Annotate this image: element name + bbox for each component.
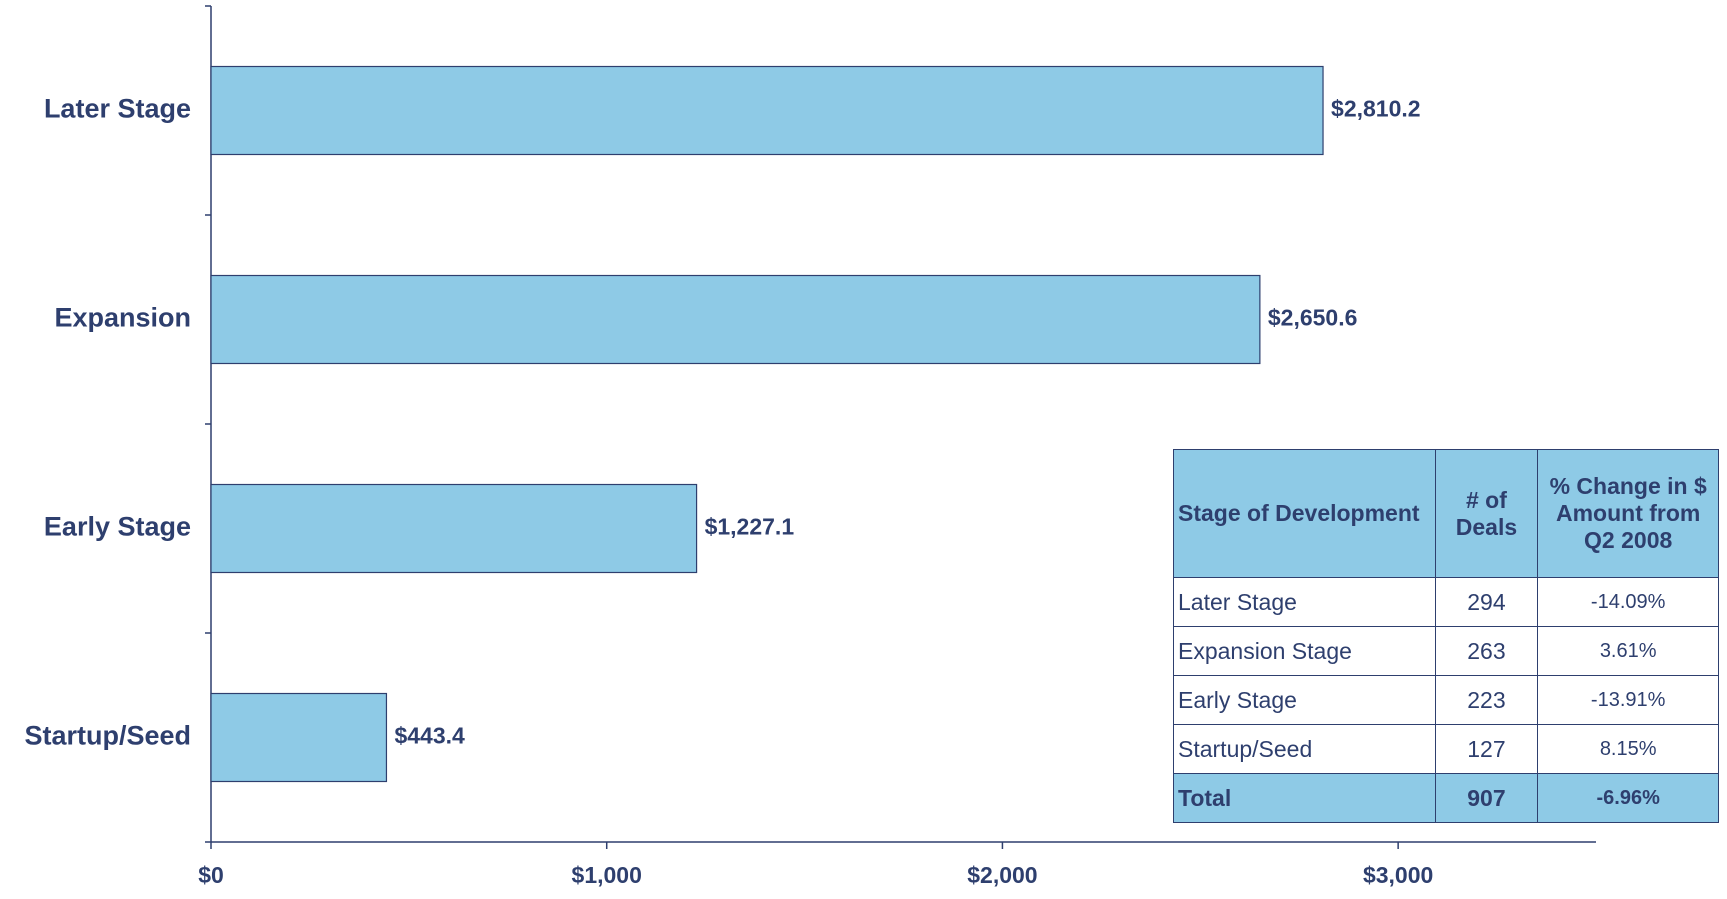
x-tick-label: $0 xyxy=(198,862,224,888)
table-cell: 8.15% xyxy=(1537,724,1719,774)
total-row: Total 907 -6.96% xyxy=(1173,773,1719,823)
table-cell: 294 xyxy=(1434,577,1539,627)
table-cell: 263 xyxy=(1434,626,1539,676)
value-label: $1,227.1 xyxy=(705,514,795,540)
table-cell: -14.09% xyxy=(1537,577,1719,627)
table-cell: 223 xyxy=(1434,675,1539,725)
bar xyxy=(210,65,1324,156)
header-cell: % Change in $ Amount from Q2 2008 xyxy=(1537,449,1719,578)
table-header: Stage of Development # of Deals% Change i… xyxy=(1173,449,1719,578)
table-cell: Early Stage xyxy=(1173,675,1436,725)
table-cell: 3.61% xyxy=(1537,626,1719,676)
x-tick-label: $1,000 xyxy=(572,862,642,888)
table-cell: -13.91% xyxy=(1537,675,1719,725)
header-cell: Stage of Development xyxy=(1173,449,1436,578)
value-label: $2,810.2 xyxy=(1331,96,1421,122)
category-label: Startup/Seed xyxy=(24,721,191,751)
table-cell: 127 xyxy=(1434,724,1539,774)
category-label: Early Stage xyxy=(44,512,191,542)
category-label: Later Stage xyxy=(44,94,191,124)
table-row: Expansion Stage 263 3.61% xyxy=(1173,626,1719,676)
header-cell: # of Deals xyxy=(1434,449,1539,578)
total-cell: 907 xyxy=(1434,773,1539,823)
table-row: Early Stage 223 -13.91% xyxy=(1173,675,1719,725)
table-row: Later Stage 294 -14.09% xyxy=(1173,577,1719,627)
x-tick-label: $3,000 xyxy=(1363,862,1433,888)
table-cell: Later Stage xyxy=(1173,577,1436,627)
total-cell: Total xyxy=(1173,773,1436,823)
category-label: Expansion xyxy=(54,303,191,333)
bar xyxy=(210,274,1261,365)
x-tick-label: $2,000 xyxy=(967,862,1037,888)
total-cell: -6.96% xyxy=(1537,773,1719,823)
value-label: $2,650.6 xyxy=(1268,305,1358,331)
bar xyxy=(210,692,388,783)
value-label: $443.4 xyxy=(394,723,465,749)
table-cell: Expansion Stage xyxy=(1173,626,1436,676)
bar xyxy=(210,483,698,574)
table-row: Startup/Seed 127 8.15% xyxy=(1173,724,1719,774)
table-cell: Startup/Seed xyxy=(1173,724,1436,774)
summary-table: Stage of Development # of Deals% Change i… xyxy=(1173,449,1719,823)
